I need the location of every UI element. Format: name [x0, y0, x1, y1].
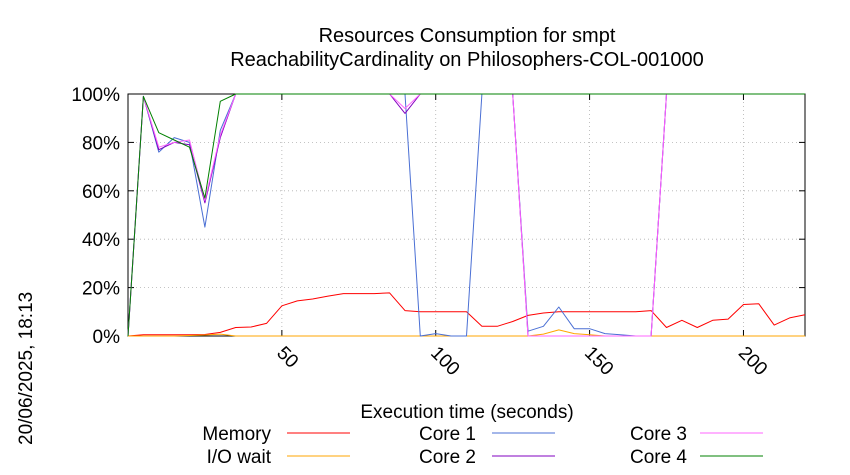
y-tick-label: 0% — [93, 327, 121, 348]
series-lines — [127, 93, 806, 337]
grid — [128, 94, 805, 336]
y-tick-label: 20% — [82, 279, 120, 300]
y-tick-label: 80% — [82, 133, 120, 154]
timestamp-label: 20/06/2025, 18:13 — [16, 292, 37, 445]
series-line-core-1 — [127, 93, 805, 337]
chart-subtitle: ReachabilityCardinality on Philosophers-… — [230, 49, 704, 71]
series-line-core-4 — [127, 93, 805, 337]
series-line-memory — [127, 292, 806, 337]
plot-frame — [127, 93, 806, 337]
legend-label-core-3: Core 3 — [630, 424, 687, 445]
legend-label-core-1: Core 1 — [419, 424, 476, 445]
y-tick-label: 100% — [71, 85, 120, 106]
chart-title: Resources Consumption for smpt — [319, 25, 616, 47]
x-tick-label: 100 — [426, 343, 463, 380]
legend-label-core-2: Core 2 — [419, 447, 476, 468]
y-tick-label: 40% — [82, 230, 120, 251]
legend-label-i-o-wait: I/O wait — [207, 447, 272, 468]
x-tick-label: 150 — [580, 343, 617, 380]
x-tick-label: 200 — [734, 343, 771, 380]
series-line-core-3 — [127, 93, 805, 337]
legend-label-memory: Memory — [202, 424, 271, 445]
x-tick-label: 50 — [272, 343, 302, 373]
y-tick-label: 60% — [82, 182, 120, 203]
legend-label-core-4: Core 4 — [630, 447, 687, 468]
x-axis-label: Execution time (seconds) — [360, 402, 573, 423]
series-line-core-2 — [127, 93, 805, 337]
